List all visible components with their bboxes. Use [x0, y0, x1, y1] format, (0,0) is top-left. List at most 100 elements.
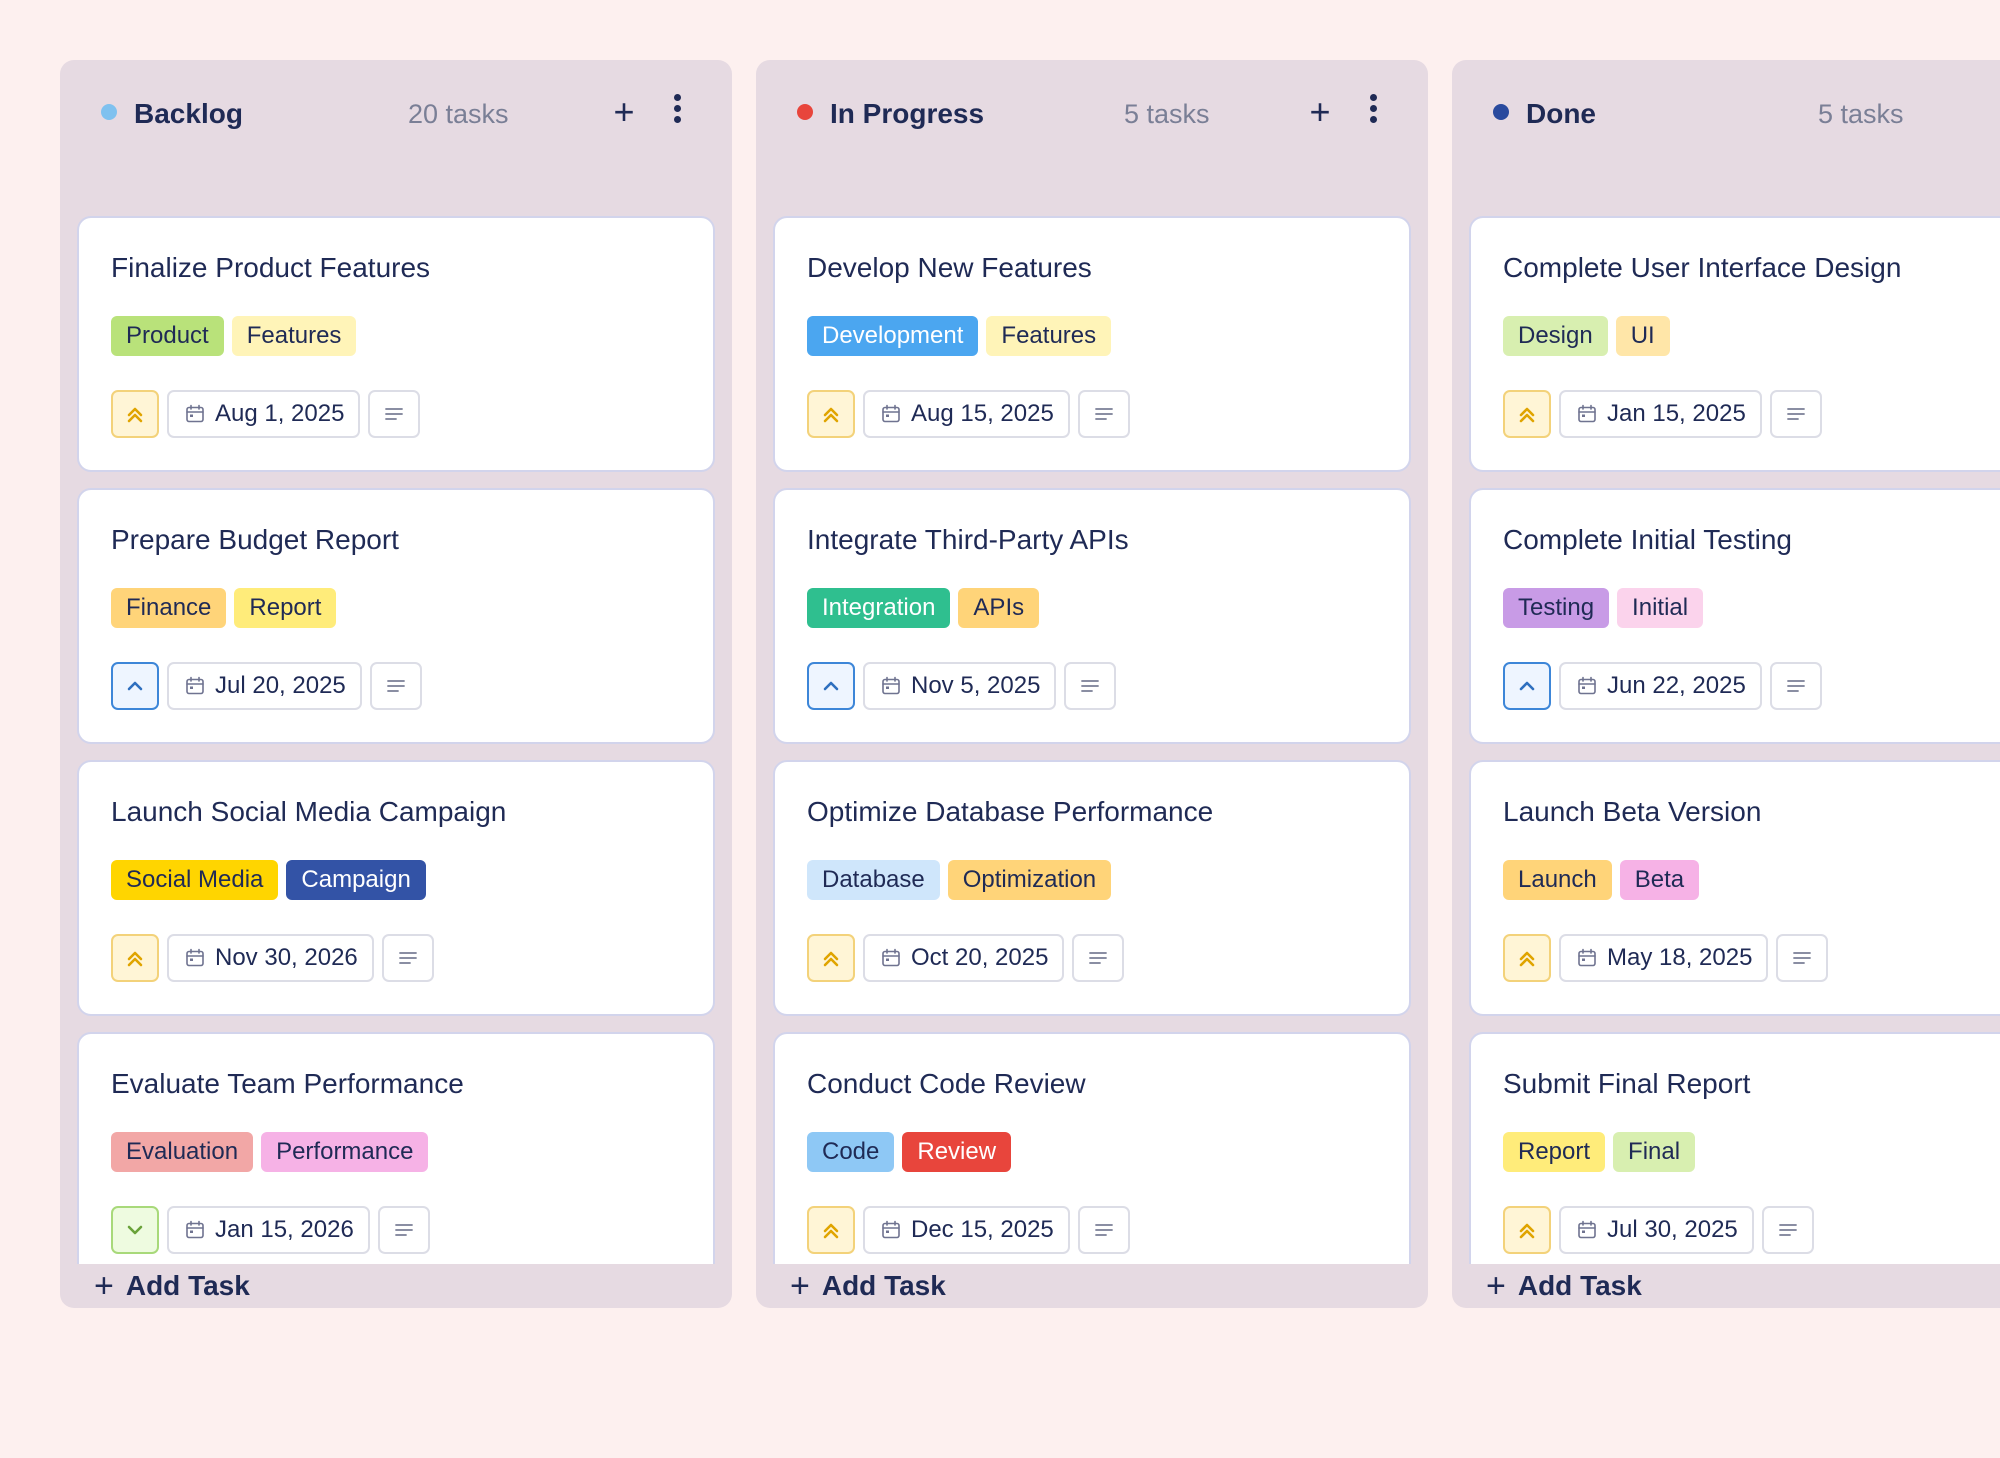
lines-icon — [1087, 949, 1109, 967]
column-title: In Progress — [830, 98, 985, 129]
tag-badge: Features — [986, 316, 1112, 356]
tag-list: Report Final — [1503, 1132, 1696, 1172]
due-date-text: Dec 15, 2025 — [911, 1216, 1054, 1243]
more-options-icon[interactable] — [667, 90, 687, 134]
due-date-button[interactable]: Dec 15, 2025 — [863, 1206, 1070, 1254]
due-date-button[interactable]: Nov 5, 2025 — [863, 662, 1057, 710]
priority-button[interactable] — [807, 1206, 855, 1254]
description-button[interactable] — [1077, 390, 1130, 438]
add-task-button[interactable]: + Add Task — [790, 1264, 946, 1308]
tag-badge: Report — [1503, 1132, 1606, 1172]
plus-icon: + — [94, 1267, 114, 1305]
double-chevron-up-icon — [820, 947, 842, 969]
tag-badge: Finance — [111, 588, 227, 628]
tag-list: Testing Initial — [1503, 588, 1704, 628]
description-button[interactable] — [368, 390, 421, 438]
card-title: Develop New Features — [807, 252, 1092, 283]
description-button[interactable] — [1769, 390, 1822, 438]
due-date-button[interactable]: Jan 15, 2025 — [1559, 390, 1762, 438]
task-card[interactable]: Finalize Product Features Product Features… — [77, 216, 715, 472]
double-chevron-up-icon — [1516, 947, 1538, 969]
task-card[interactable]: Prepare Budget Report Finance Report Jul 20… — [77, 488, 715, 744]
due-date-button[interactable]: Jul 20, 2025 — [167, 662, 362, 710]
priority-button[interactable] — [111, 390, 159, 438]
column-backlog: Backlog 20 tasks + Finalize Product Feature… — [60, 60, 732, 1308]
priority-button[interactable] — [1503, 390, 1551, 438]
plus-icon: + — [1486, 1267, 1506, 1305]
tag-badge: Product — [111, 316, 224, 356]
task-card[interactable]: Develop New Features Development Features A… — [773, 216, 1411, 472]
more-options-icon[interactable] — [1363, 90, 1383, 134]
description-button[interactable] — [381, 934, 434, 982]
add-task-button[interactable]: + Add Task — [1486, 1264, 1642, 1308]
description-button[interactable] — [1072, 934, 1125, 982]
card-list: Finalize Product Features Product Features… — [77, 156, 715, 1264]
tag-list: Development Features — [807, 316, 1112, 356]
calendar-icon — [185, 404, 205, 424]
description-button[interactable] — [377, 1206, 430, 1254]
description-button[interactable] — [1761, 1206, 1814, 1254]
status-dot-icon — [797, 104, 813, 120]
due-date-button[interactable]: Jun 22, 2025 — [1559, 662, 1762, 710]
task-card[interactable]: Integrate Third-Party APIs Integration API… — [773, 488, 1411, 744]
priority-button[interactable] — [807, 934, 855, 982]
description-button[interactable] — [1776, 934, 1829, 982]
due-date-button[interactable]: Aug 15, 2025 — [863, 390, 1070, 438]
column-title: Done — [1526, 98, 1596, 129]
priority-button[interactable] — [807, 662, 855, 710]
task-count: 5 tasks — [1124, 99, 1210, 129]
add-task-label: Add Task — [1517, 1270, 1642, 1301]
calendar-icon — [881, 404, 901, 424]
status-dot-icon — [1493, 104, 1509, 120]
task-card[interactable]: Conduct Code Review Code Review Dec 15, 202… — [773, 1032, 1411, 1264]
add-card-icon[interactable]: + — [613, 91, 635, 132]
due-date-text: Aug 15, 2025 — [911, 400, 1054, 427]
double-chevron-up-icon — [124, 947, 146, 969]
task-card[interactable]: Evaluate Team Performance Evaluation Perfo… — [77, 1032, 715, 1264]
card-title: Optimize Database Performance — [807, 796, 1214, 827]
description-button[interactable] — [369, 662, 422, 710]
tag-list: Finance Report — [111, 588, 337, 628]
card-footer: Dec 15, 2025 — [807, 1206, 1130, 1254]
priority-button[interactable] — [1503, 1206, 1551, 1254]
tag-list: Product Features — [111, 316, 357, 356]
calendar-icon — [185, 948, 205, 968]
tag-list: Social Media Campaign — [111, 860, 426, 900]
lines-icon — [1777, 1221, 1799, 1239]
card-footer: Aug 15, 2025 — [807, 390, 1130, 438]
tag-list: Code Review — [807, 1132, 1012, 1172]
priority-button[interactable] — [111, 934, 159, 982]
task-card[interactable]: Launch Beta Version Launch Beta May 18, 202… — [1469, 760, 2000, 1016]
due-date-button[interactable]: May 18, 2025 — [1559, 934, 1769, 982]
due-date-button[interactable]: Nov 30, 2026 — [167, 934, 374, 982]
add-task-label: Add Task — [125, 1270, 250, 1301]
priority-button[interactable] — [1503, 934, 1551, 982]
priority-button[interactable] — [1503, 662, 1551, 710]
tag-badge: Launch — [1503, 860, 1612, 900]
tag-badge: Beta — [1619, 860, 1700, 900]
due-date-text: Jan 15, 2025 — [1607, 400, 1746, 427]
double-chevron-up-icon — [820, 1219, 842, 1241]
priority-button[interactable] — [111, 1206, 159, 1254]
column-header: In Progress 5 tasks + — [756, 60, 1428, 156]
lines-icon — [385, 677, 407, 695]
description-button[interactable] — [1064, 662, 1117, 710]
due-date-text: Nov 30, 2026 — [215, 944, 358, 971]
priority-button[interactable] — [111, 662, 159, 710]
task-card[interactable]: Complete Initial Testing Testing Initial Ju… — [1469, 488, 2000, 744]
description-button[interactable] — [1077, 1206, 1130, 1254]
task-card[interactable]: Launch Social Media Campaign Social Media… — [77, 760, 715, 1016]
calendar-icon — [185, 676, 205, 696]
due-date-button[interactable]: Jul 30, 2025 — [1559, 1206, 1754, 1254]
task-card[interactable]: Complete User Interface Design Design UI Ja… — [1469, 216, 2000, 472]
due-date-button[interactable]: Aug 1, 2025 — [167, 390, 361, 438]
add-card-icon[interactable]: + — [1309, 91, 1331, 132]
add-task-button[interactable]: + Add Task — [94, 1264, 250, 1308]
task-card[interactable]: Optimize Database Performance Database Opt… — [773, 760, 1411, 1016]
task-card[interactable]: Submit Final Report Report Final Jul 30, 20… — [1469, 1032, 2000, 1264]
due-date-button[interactable]: Jan 15, 2026 — [167, 1206, 370, 1254]
tag-list: Evaluation Performance — [111, 1132, 429, 1172]
due-date-button[interactable]: Oct 20, 2025 — [863, 934, 1065, 982]
description-button[interactable] — [1769, 662, 1822, 710]
priority-button[interactable] — [807, 390, 855, 438]
